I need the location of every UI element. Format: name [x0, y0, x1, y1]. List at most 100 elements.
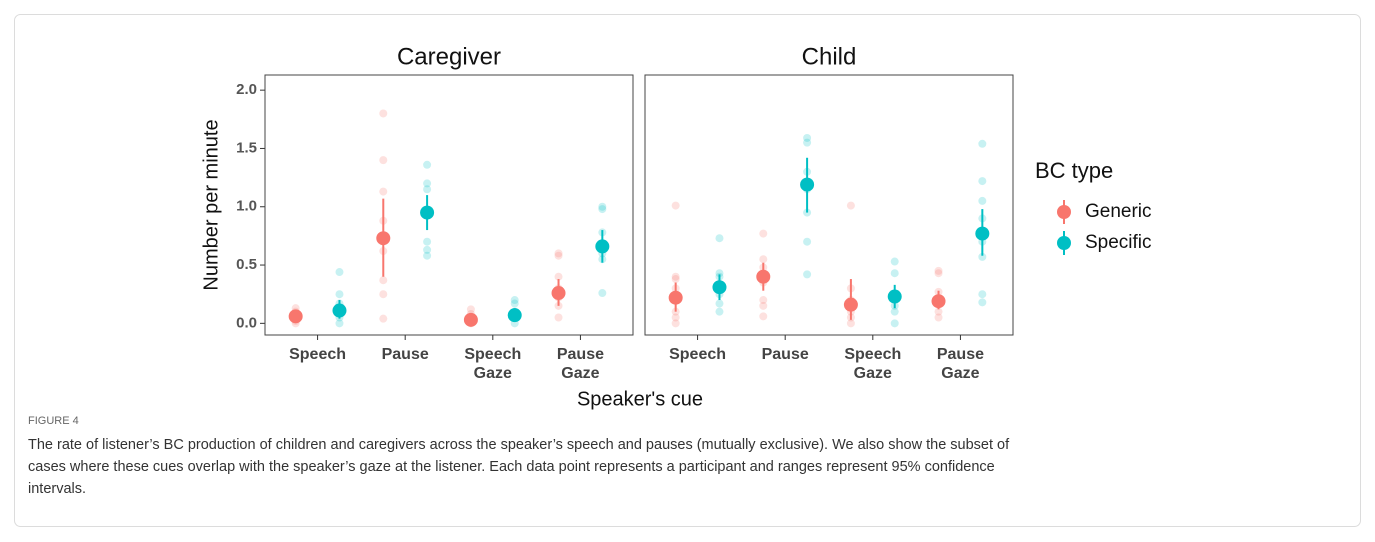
panel-border	[644, 74, 1014, 336]
mean-point	[332, 303, 347, 318]
participant-point	[934, 266, 943, 275]
participant-point	[423, 185, 432, 194]
mean-point	[420, 205, 435, 220]
y-tick-label: 1.5	[236, 139, 257, 156]
participant-point	[554, 251, 563, 260]
x-tick-label: Gaze	[854, 365, 892, 382]
mean-point	[975, 226, 990, 241]
participant-point	[423, 160, 432, 169]
participant-point	[759, 301, 768, 310]
x-tick-label: Speech	[289, 346, 346, 363]
figure-border	[14, 14, 1361, 527]
participant-point	[379, 314, 388, 323]
participant-point	[978, 139, 987, 148]
participant-point	[759, 296, 768, 305]
y-tick-label: 0.5	[236, 256, 257, 273]
mean-point	[376, 231, 391, 246]
x-tick-label: Speech	[464, 346, 521, 363]
participant-point	[846, 201, 855, 210]
mean-point	[288, 309, 303, 324]
panel-border	[264, 74, 634, 336]
participant-point	[759, 255, 768, 264]
panel-title: Caregiver	[397, 43, 501, 70]
mean-point	[595, 239, 610, 254]
participant-point	[423, 237, 432, 246]
participant-point	[978, 196, 987, 205]
mean-point	[756, 269, 771, 284]
mean-point	[887, 289, 902, 304]
mean-point	[843, 297, 858, 312]
mean-point	[931, 294, 946, 309]
legend-label: Generic	[1085, 201, 1152, 222]
participant-point	[379, 156, 388, 165]
participant-point	[335, 290, 344, 299]
participant-point	[335, 319, 344, 328]
x-tick-label: Pause	[937, 346, 984, 363]
participant-point	[379, 276, 388, 285]
participant-point	[803, 237, 812, 246]
x-tick-label: Gaze	[561, 365, 599, 382]
panel-title: Child	[802, 43, 857, 70]
participant-point	[598, 202, 607, 211]
y-tick-label: 2.0	[236, 81, 257, 98]
x-tick-label: Pause	[557, 346, 604, 363]
mean-point	[800, 177, 815, 192]
legend-swatch	[1057, 236, 1071, 250]
participant-point	[510, 299, 519, 308]
participant-point	[671, 319, 680, 328]
legend-label: Specific	[1085, 232, 1152, 253]
caption-text: cases where these cues overlap with the …	[28, 459, 995, 475]
caption-text: intervals.	[28, 481, 86, 497]
participant-point	[466, 305, 475, 314]
participant-point	[379, 290, 388, 299]
participant-point	[934, 313, 943, 322]
participant-point	[598, 289, 607, 298]
participant-point	[978, 177, 987, 186]
participant-point	[379, 109, 388, 118]
participant-point	[890, 319, 899, 328]
mean-point	[668, 290, 683, 305]
mean-point	[463, 312, 478, 327]
participant-point	[890, 257, 899, 266]
x-tick-label: Pause	[762, 346, 809, 363]
participant-point	[335, 268, 344, 277]
legend-title: BC type	[1035, 158, 1113, 183]
participant-point	[510, 296, 519, 305]
participant-point	[715, 307, 724, 316]
participant-point	[715, 299, 724, 308]
x-tick-label: Gaze	[474, 365, 512, 382]
participant-point	[598, 205, 607, 214]
y-axis-label: Number per minute	[200, 119, 222, 290]
caption-label: FIGURE 4	[28, 415, 79, 427]
x-tick-label: Speech	[669, 346, 726, 363]
y-tick-label: 0.0	[236, 314, 257, 331]
participant-point	[423, 245, 432, 254]
mean-point	[712, 280, 727, 295]
participant-point	[803, 270, 812, 279]
participant-point	[715, 234, 724, 243]
participant-point	[934, 269, 943, 278]
participant-point	[978, 252, 987, 261]
participant-point	[671, 272, 680, 281]
participant-point	[978, 298, 987, 307]
caption-text: The rate of listener’s BC production of …	[28, 437, 1010, 453]
participant-point	[671, 201, 680, 210]
x-tick-label: Speech	[844, 346, 901, 363]
participant-point	[803, 138, 812, 147]
participant-point	[423, 251, 432, 260]
mean-point	[507, 308, 522, 323]
participant-point	[423, 179, 432, 188]
legend-swatch	[1057, 205, 1071, 219]
participant-point	[759, 312, 768, 321]
participant-point	[554, 249, 563, 258]
participant-point	[671, 275, 680, 284]
participant-point	[715, 269, 724, 278]
y-tick-label: 1.0	[236, 198, 257, 215]
participant-point	[554, 272, 563, 281]
participant-point	[554, 313, 563, 322]
participant-point	[846, 319, 855, 328]
mean-point	[551, 286, 566, 301]
x-tick-label: Pause	[382, 346, 429, 363]
participant-point	[934, 307, 943, 316]
